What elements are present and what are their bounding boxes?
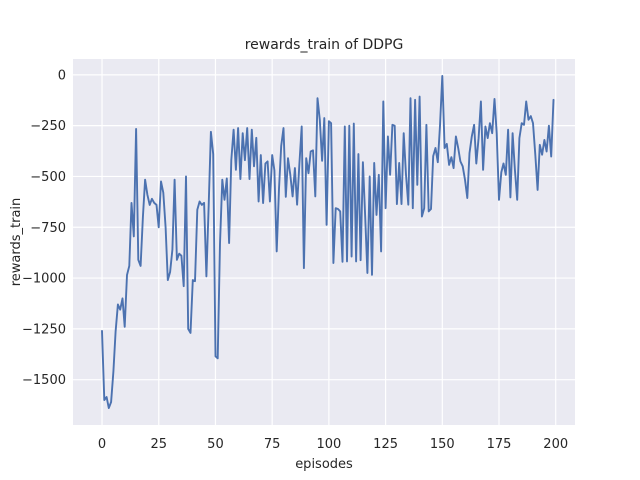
x-tick-label: 0	[98, 437, 106, 452]
x-tick-label: 25	[150, 437, 167, 452]
y-tick-label: −1500	[22, 373, 66, 388]
y-tick-label: −1250	[22, 322, 66, 337]
x-tick-label: 125	[373, 437, 398, 452]
series-line	[101, 74, 555, 410]
x-tick-label: 100	[316, 437, 341, 452]
plot-background	[73, 59, 575, 425]
x-tick-label: 75	[264, 437, 281, 452]
y-tick-label: −500	[30, 170, 66, 185]
y-tick-label: −1000	[22, 272, 66, 287]
y-tick-label: 0	[58, 68, 66, 83]
y-axis-label: rewards_train	[9, 197, 24, 287]
chart-title: rewards_train of DDPG	[244, 37, 404, 53]
y-tick-label: −250	[30, 119, 66, 134]
x-tick-label: 200	[543, 437, 568, 452]
x-axis-label: episodes	[295, 457, 353, 472]
x-tick-label: 50	[207, 437, 224, 452]
x-tick-label: 150	[430, 437, 455, 452]
y-tick-label: −750	[30, 221, 66, 236]
x-tick-label: 175	[487, 437, 512, 452]
